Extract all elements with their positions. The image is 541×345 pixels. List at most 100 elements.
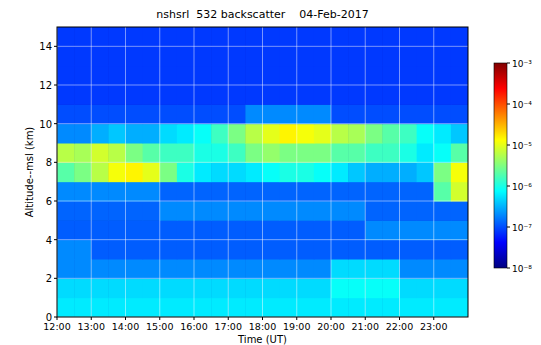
cell	[228, 182, 246, 202]
cell	[57, 46, 75, 66]
grid-line-y	[57, 46, 468, 47]
cell	[400, 220, 418, 240]
cell	[57, 240, 75, 260]
cell	[228, 85, 246, 105]
cell	[211, 124, 229, 144]
cell	[331, 162, 349, 182]
cell	[91, 27, 109, 47]
cell	[194, 46, 212, 66]
cell	[211, 259, 229, 279]
cell	[400, 85, 418, 105]
cell	[57, 143, 75, 163]
cell	[160, 66, 178, 86]
cell	[434, 85, 452, 105]
cell	[314, 27, 332, 47]
cell	[382, 259, 400, 279]
cell	[143, 240, 161, 260]
cell	[194, 201, 212, 221]
cell	[211, 46, 229, 66]
cell	[451, 201, 468, 221]
colorbar-tick	[507, 63, 510, 64]
cell	[177, 66, 195, 86]
cell	[245, 298, 263, 317]
cell	[160, 259, 178, 279]
cell	[143, 104, 161, 124]
plot-frame	[57, 27, 468, 317]
cell	[211, 298, 229, 317]
cell	[314, 278, 332, 298]
cell	[177, 259, 195, 279]
plot-background	[57, 27, 468, 317]
cell	[143, 220, 161, 240]
cell	[143, 182, 161, 202]
cell	[74, 240, 92, 260]
cell	[91, 220, 109, 240]
cell	[417, 124, 435, 144]
cell	[108, 182, 126, 202]
colorbar-tick	[507, 145, 510, 146]
cell	[108, 66, 126, 86]
colorbar-tick	[507, 227, 510, 228]
cell	[74, 124, 92, 144]
tick-label-x: 16:00	[180, 321, 207, 332]
cell	[297, 182, 315, 202]
grid-line-x	[262, 27, 263, 317]
cell	[365, 259, 383, 279]
cell	[160, 104, 178, 124]
cell	[417, 259, 435, 279]
cell	[280, 104, 298, 124]
cell	[280, 220, 298, 240]
cell	[365, 66, 383, 86]
cell	[74, 278, 92, 298]
cell	[434, 259, 452, 279]
grid-line-x	[365, 27, 366, 317]
cell	[451, 162, 468, 182]
cell	[365, 162, 383, 182]
cell	[365, 124, 383, 144]
cell	[280, 201, 298, 221]
cell	[434, 220, 452, 240]
cell	[194, 298, 212, 317]
cell	[348, 27, 366, 47]
cell	[245, 182, 263, 202]
cell	[297, 201, 315, 221]
cell	[314, 298, 332, 317]
cell	[434, 278, 452, 298]
cell	[91, 104, 109, 124]
cell	[126, 85, 144, 105]
cell	[91, 66, 109, 86]
cell	[365, 85, 383, 105]
cell	[108, 162, 126, 182]
cell	[280, 182, 298, 202]
grid-line-y	[57, 239, 468, 240]
cell	[160, 240, 178, 260]
cell	[314, 66, 332, 86]
cell	[314, 85, 332, 105]
y-label: Altitude--msl (km)	[24, 127, 35, 218]
cell	[74, 298, 92, 317]
cell	[74, 220, 92, 240]
cell	[331, 182, 349, 202]
cell	[245, 259, 263, 279]
cell	[245, 278, 263, 298]
tick-label-x: 19:00	[283, 321, 310, 332]
grid-line-y	[57, 201, 468, 202]
cell	[143, 124, 161, 144]
grid-line-x	[296, 27, 297, 317]
cell	[108, 85, 126, 105]
cell	[126, 162, 144, 182]
cell	[228, 259, 246, 279]
tick-label-x: 21:00	[352, 321, 379, 332]
title: nshsrl 532 backscatter 04-Feb-2017	[156, 8, 368, 21]
tick-label-y: 2	[46, 273, 52, 284]
cell	[382, 66, 400, 86]
cell	[74, 162, 92, 182]
tick-label-x: 13:00	[78, 321, 105, 332]
cell	[126, 124, 144, 144]
cell	[57, 259, 75, 279]
cell	[108, 298, 126, 317]
cell	[143, 66, 161, 86]
cell	[245, 201, 263, 221]
cell	[177, 278, 195, 298]
cell	[348, 220, 366, 240]
